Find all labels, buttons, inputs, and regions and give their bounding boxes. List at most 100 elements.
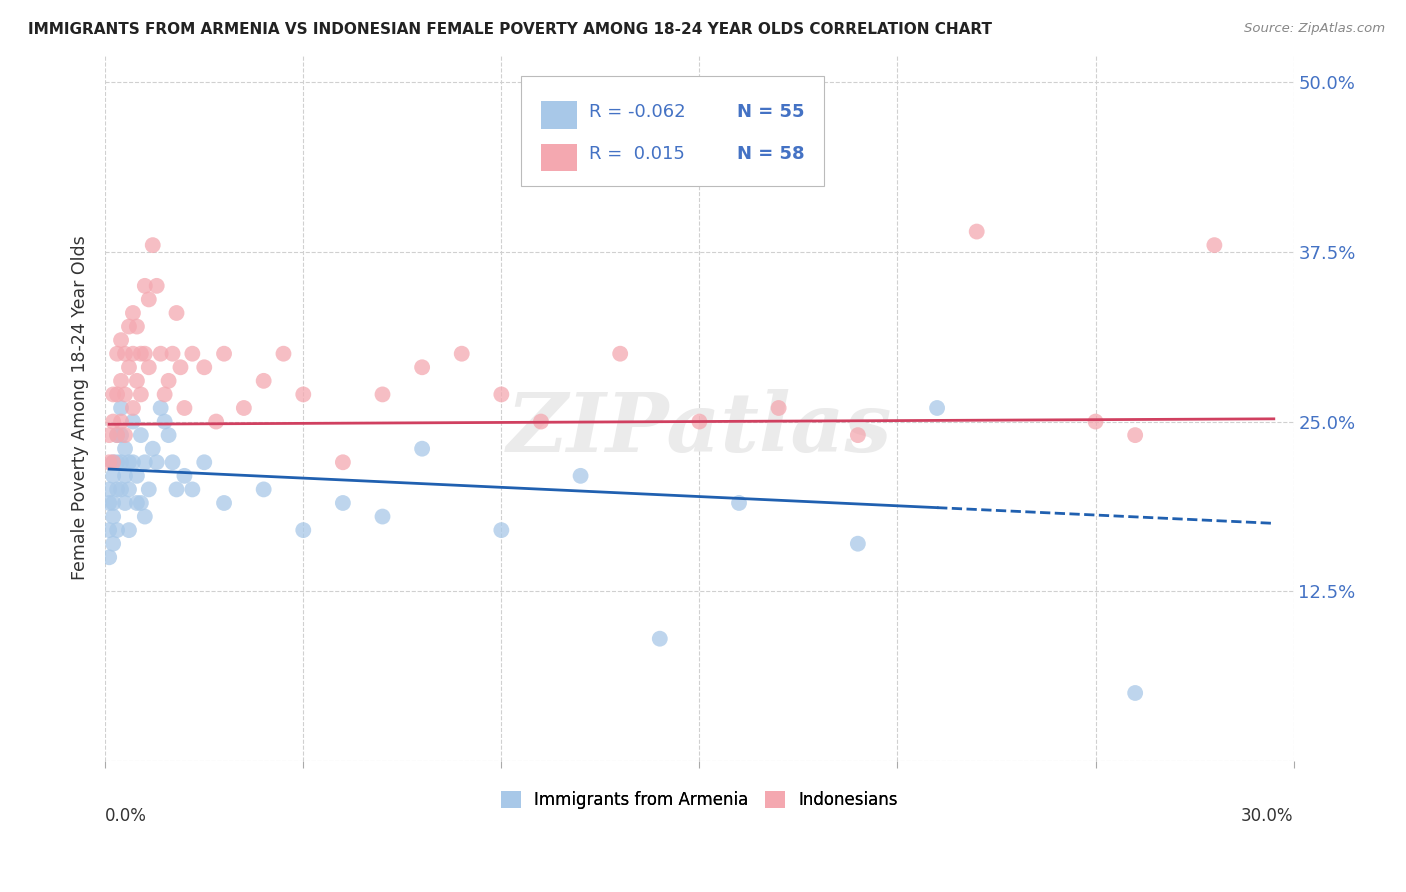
Point [193,360,215,375]
Point [212,496,235,510]
Point [125,468,148,483]
Text: R = -0.062: R = -0.062 [589,103,686,120]
Point [162,347,184,361]
Point [232,401,254,415]
Point [648,632,671,646]
Point [110,415,132,429]
Point [101,415,124,429]
Point [118,455,141,469]
Point [105,428,128,442]
Point [173,401,195,415]
Point [530,415,553,429]
Point [569,468,592,483]
Point [105,347,128,361]
Point [98,455,121,469]
Point [101,537,124,551]
Point [332,455,354,469]
Point [101,468,124,483]
Point [114,496,136,510]
Point [925,401,948,415]
Point [1204,238,1226,252]
Point [142,238,165,252]
Point [153,387,176,401]
Point [98,483,121,497]
FancyBboxPatch shape [522,77,824,186]
Point [153,415,176,429]
Point [966,225,988,239]
Point [292,387,315,401]
Point [110,483,132,497]
Point [1084,415,1107,429]
Point [105,455,128,469]
Point [101,455,124,469]
Point [253,483,276,497]
Point [371,387,394,401]
Point [181,483,204,497]
Point [110,401,132,415]
Point [129,428,152,442]
Point [134,455,156,469]
Point [114,442,136,456]
Point [166,483,188,497]
Point [110,428,132,442]
Point [609,347,631,361]
Point [149,401,172,415]
Text: 30.0%: 30.0% [1241,806,1294,825]
Point [273,347,295,361]
Point [145,455,167,469]
Point [768,401,790,415]
Point [846,428,869,442]
Point [125,319,148,334]
Point [101,387,124,401]
Text: Source: ZipAtlas.com: Source: ZipAtlas.com [1244,22,1385,36]
Text: N = 58: N = 58 [737,145,806,163]
Point [105,483,128,497]
Point [134,509,156,524]
Point [411,442,433,456]
Point [114,387,136,401]
Point [125,496,148,510]
Point [162,455,184,469]
Point [101,509,124,524]
Point [118,319,141,334]
Point [205,415,228,429]
Point [125,374,148,388]
Point [101,496,124,510]
Point [1123,428,1146,442]
Point [142,442,165,456]
Point [145,278,167,293]
Point [149,347,172,361]
Point [118,483,141,497]
FancyBboxPatch shape [541,102,576,128]
Point [118,523,141,537]
Point [134,278,156,293]
Point [138,483,160,497]
Point [118,360,141,375]
Point [98,550,121,565]
Point [688,415,710,429]
Point [253,374,276,388]
Point [411,360,433,375]
Point [122,347,145,361]
Point [129,347,152,361]
Point [491,387,513,401]
Point [173,468,195,483]
Legend: Immigrants from Armenia, Indonesians: Immigrants from Armenia, Indonesians [494,785,904,816]
Point [114,468,136,483]
Point [110,374,132,388]
Point [292,523,315,537]
Point [450,347,472,361]
Point [129,496,152,510]
Point [122,306,145,320]
Point [193,455,215,469]
Point [101,455,124,469]
Point [181,347,204,361]
Point [98,523,121,537]
Point [371,509,394,524]
Point [122,401,145,415]
Y-axis label: Female Poverty Among 18-24 Year Olds: Female Poverty Among 18-24 Year Olds [72,235,89,581]
Point [110,455,132,469]
Point [110,333,132,347]
Text: ZIPatlas: ZIPatlas [506,389,893,469]
Point [105,428,128,442]
